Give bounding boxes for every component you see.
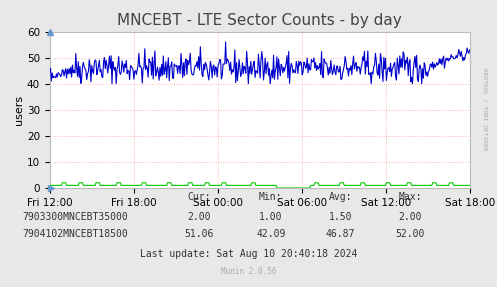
Text: 2.00: 2.00 — [187, 212, 211, 222]
Title: MNCEBT - LTE Sector Counts - by day: MNCEBT - LTE Sector Counts - by day — [117, 13, 402, 28]
Text: Cur:: Cur: — [187, 192, 211, 201]
Text: 42.09: 42.09 — [256, 229, 286, 239]
Text: 52.00: 52.00 — [395, 229, 425, 239]
Text: 51.06: 51.06 — [184, 229, 214, 239]
Text: 7903300MNCEBT35000: 7903300MNCEBT35000 — [22, 212, 128, 222]
Text: Min:: Min: — [259, 192, 283, 201]
Text: Avg:: Avg: — [329, 192, 352, 201]
Text: 1.00: 1.00 — [259, 212, 283, 222]
Text: Munin 2.0.56: Munin 2.0.56 — [221, 267, 276, 276]
Text: 46.87: 46.87 — [326, 229, 355, 239]
Y-axis label: users: users — [14, 95, 24, 125]
Text: Max:: Max: — [398, 192, 422, 201]
Text: 7904102MNCEBT18500: 7904102MNCEBT18500 — [22, 229, 128, 239]
Text: RRDTOOL / TOBI OETIKER: RRDTOOL / TOBI OETIKER — [482, 68, 487, 150]
Text: Last update: Sat Aug 10 20:40:18 2024: Last update: Sat Aug 10 20:40:18 2024 — [140, 249, 357, 259]
Text: 2.00: 2.00 — [398, 212, 422, 222]
Text: 1.50: 1.50 — [329, 212, 352, 222]
